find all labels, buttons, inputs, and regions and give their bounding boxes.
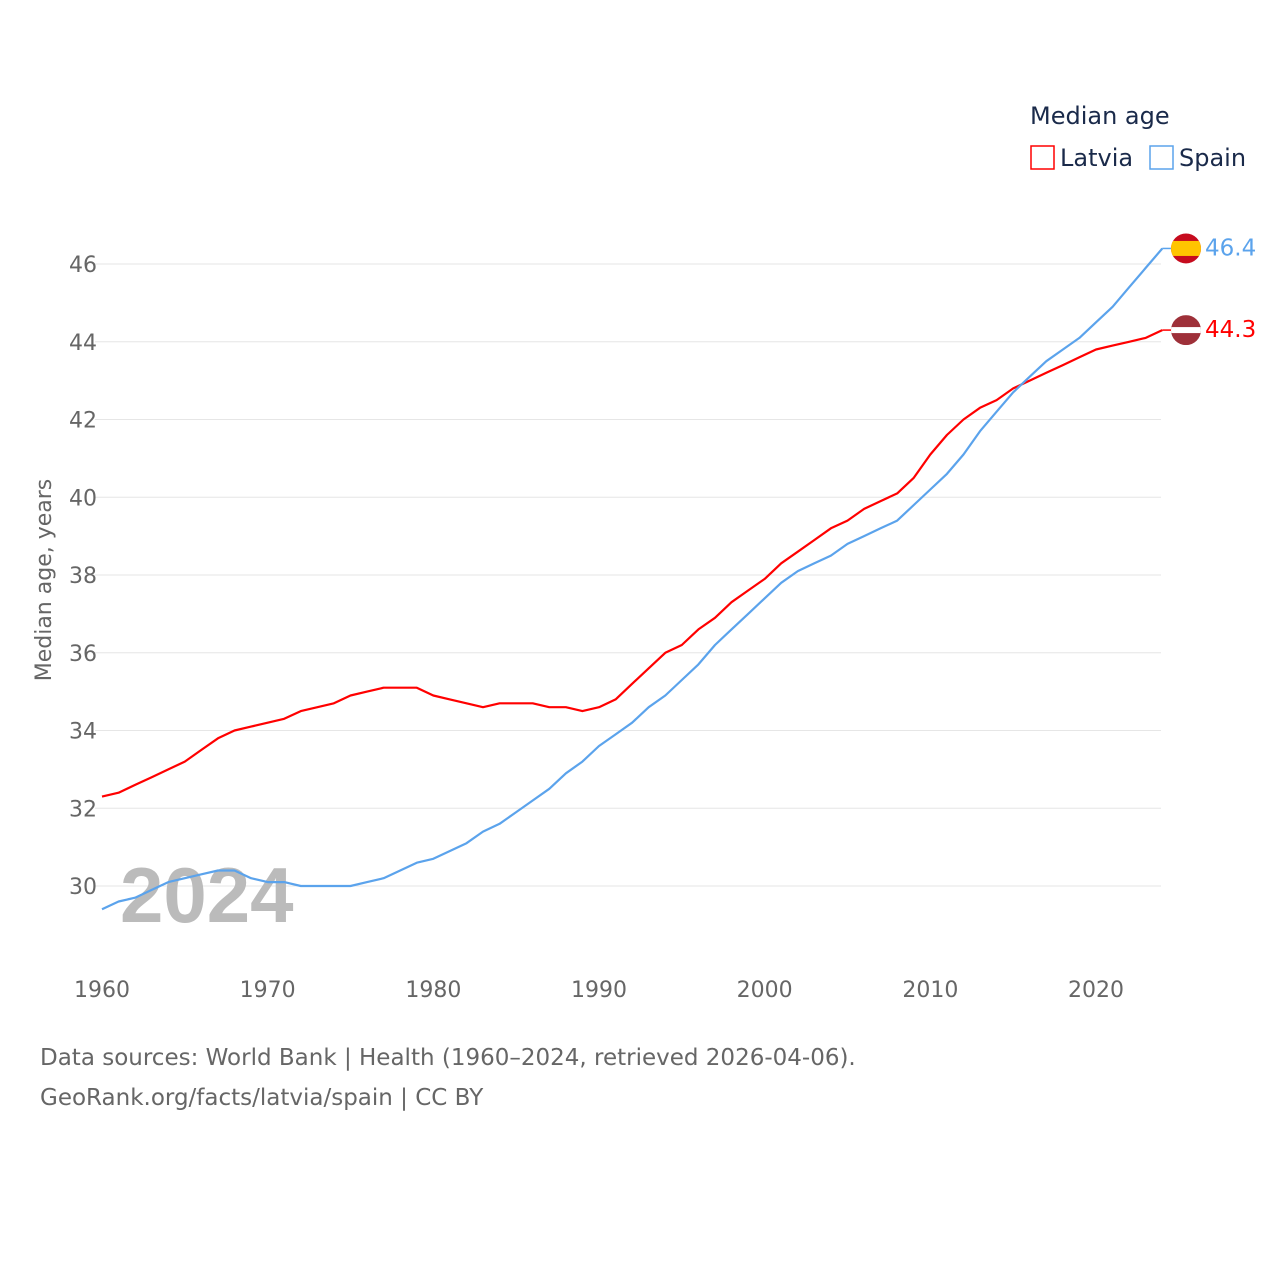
y-axis-ticks: 30 32 34 36 38 40 42 44 46 [69,253,97,900]
y-axis-label: Median age, years [32,479,57,682]
series-line-latvia [101,329,1163,798]
legend-item-spain[interactable]: Spain [1149,144,1246,172]
x-axis-ticks: 1960 1970 1980 1990 2000 2010 2020 [74,978,1124,1003]
attribution-link[interactable]: GeoRank.org/facts/latvia/spain | CC BY [40,1085,484,1111]
end-labels: 44.3 46.4 [1162,233,1256,346]
x-tick-label: 2010 [902,978,958,1003]
flag-stripe [1171,240,1201,256]
y-tick-label: 44 [69,331,97,356]
flag-latvia-icon [1171,315,1201,346]
x-tick-label: 1970 [240,978,296,1003]
legend-label-spain: Spain [1179,144,1246,172]
flag-spain-icon [1171,233,1201,264]
x-tick-label: 1980 [405,978,461,1003]
end-value-label: 44.3 [1205,317,1256,343]
legend-swatch-spain [1149,145,1174,170]
y-tick-label: 42 [69,409,97,434]
x-tick-label: 2020 [1068,978,1124,1003]
y-tick-label: 32 [69,797,97,822]
year-watermark: 2024 [120,851,294,939]
series-line-spain [101,247,1164,911]
x-tick-label: 1990 [571,978,627,1003]
legend-item-latvia[interactable]: Latvia [1030,144,1133,172]
grid [95,263,1161,887]
data-source-text: Data sources: World Bank | Health (1960–… [40,1045,856,1071]
flag-stripe [1171,327,1201,334]
series-lines [101,247,1164,911]
y-tick-label: 34 [69,720,97,745]
y-tick-label: 40 [69,486,97,511]
legend-title: Median age [1030,102,1170,130]
end-value-label: 46.4 [1205,235,1256,261]
y-tick-label: 46 [69,253,97,278]
legend-label-latvia: Latvia [1060,144,1133,172]
x-tick-label: 1960 [74,978,130,1003]
y-tick-label: 38 [69,564,97,589]
y-tick-label: 36 [69,642,97,667]
x-tick-label: 2000 [737,978,793,1003]
legend-swatch-latvia [1030,145,1055,170]
y-tick-label: 30 [69,875,97,900]
